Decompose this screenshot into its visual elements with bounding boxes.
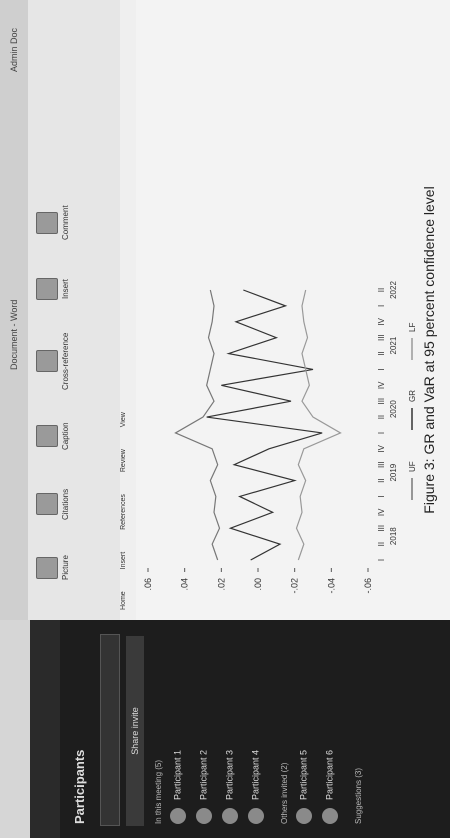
participant-name: Participant 2: [198, 750, 208, 800]
y-tick-label: -.04: [326, 578, 336, 594]
x-tick-label: I: [377, 368, 386, 370]
x-tick-label: I: [377, 495, 386, 497]
window-title: Document - Word: [9, 300, 19, 370]
series-line: [297, 290, 341, 560]
year-label: 2019: [389, 463, 398, 481]
tab[interactable]: View: [120, 412, 127, 427]
button-label: Caption: [61, 422, 70, 450]
participant[interactable]: Participant 3: [222, 750, 238, 824]
participant-name: Participant 3: [224, 750, 234, 800]
y-tick-label: -.06: [363, 578, 373, 594]
ribbon-button[interactable]: Insert: [36, 278, 70, 300]
section-label: Suggestions (3): [354, 768, 363, 824]
panel-title: Participants: [72, 750, 87, 824]
y-tick-label: -.02: [290, 578, 300, 594]
x-tick-label: IV: [377, 317, 386, 325]
x-tick-label: III: [377, 461, 386, 468]
x-tick-label: II: [377, 288, 386, 292]
section-label: In this meeting (5): [154, 760, 163, 824]
participants-panel: Participants Share invite In this meetin…: [30, 620, 450, 838]
y-tick-label: .00: [253, 578, 263, 591]
search-box[interactable]: [100, 634, 120, 826]
x-tick-label: I: [377, 559, 386, 561]
participant-name: Participant 6: [324, 750, 334, 800]
ribbon-button[interactable]: Picture: [36, 555, 70, 580]
y-tick-label: .06: [143, 578, 153, 591]
chart: Figure 3: GR and VaR at 95 percent confi…: [136, 0, 450, 620]
x-tick-label: III: [377, 398, 386, 405]
ribbon-button[interactable]: Comment: [36, 205, 70, 240]
x-tick-label: IV: [377, 381, 386, 389]
title-bar: Document - Word Admin Doc: [0, 0, 28, 620]
y-tick-label: .04: [180, 578, 190, 591]
year-label: 2021: [389, 336, 398, 354]
participant-name: Participant 4: [250, 750, 260, 800]
y-tick-label: .02: [216, 578, 226, 591]
x-tick-label: IV: [377, 508, 386, 516]
document-page: Figure 3: GR and VaR at 95 percent confi…: [136, 0, 450, 620]
screen-frame: Participants Share invite In this meetin…: [0, 0, 450, 838]
button-label: Cross-reference: [61, 333, 70, 390]
series-line: [207, 290, 323, 560]
legend-label: LF: [408, 323, 417, 332]
ribbon-button[interactable]: Citations: [36, 489, 70, 520]
ribbon-button[interactable]: Caption: [36, 422, 70, 450]
participant[interactable]: Participant 6: [322, 750, 338, 824]
legend-label: UF: [408, 461, 417, 472]
x-tick-label: II: [377, 351, 386, 355]
x-tick-label: II: [377, 415, 386, 419]
x-tick-label: I: [377, 432, 386, 434]
share-button[interactable]: Share invite: [126, 636, 144, 826]
screen: {"window":{"title":"Document - Word","us…: [0, 0, 450, 838]
ribbon: Picture Citations Caption Cross-referenc…: [28, 0, 121, 620]
figure-caption: Figure 3: GR and VaR at 95 percent confi…: [421, 186, 437, 513]
tab-strip: Home Insert References Review View: [120, 0, 136, 620]
year-label: 2020: [389, 400, 398, 418]
tab[interactable]: Review: [120, 449, 127, 472]
year-label: 2018: [389, 527, 398, 545]
participant[interactable]: Participant 1: [170, 750, 186, 824]
x-tick-label: II: [377, 478, 386, 482]
participant[interactable]: Participant 2: [196, 750, 212, 824]
tab[interactable]: Home: [120, 591, 127, 610]
section-label: Others invited (2): [280, 763, 289, 824]
year-label: 2022: [389, 281, 398, 299]
legend-label: GR: [408, 390, 417, 402]
x-tick-label: II: [377, 542, 386, 546]
participant-name: Participant 1: [172, 750, 182, 800]
series-line: [176, 290, 220, 560]
button-label: Citations: [61, 489, 70, 520]
x-tick-label: III: [377, 525, 386, 532]
meeting-controls: [30, 620, 60, 838]
tab[interactable]: Insert: [120, 552, 127, 570]
user-name[interactable]: Admin Doc: [9, 28, 19, 72]
participant[interactable]: Participant 5: [296, 750, 312, 824]
ribbon-button[interactable]: Cross-reference: [36, 333, 70, 390]
button-label: Picture: [61, 555, 70, 580]
x-tick-label: IV: [377, 444, 386, 452]
button-label: Insert: [61, 279, 70, 299]
x-tick-label: III: [377, 334, 386, 341]
tab[interactable]: References: [120, 494, 127, 530]
participant[interactable]: Participant 4: [248, 750, 264, 824]
button-label: Comment: [61, 205, 70, 240]
x-tick-label: I: [377, 305, 386, 307]
participant-name: Participant 5: [298, 750, 308, 800]
